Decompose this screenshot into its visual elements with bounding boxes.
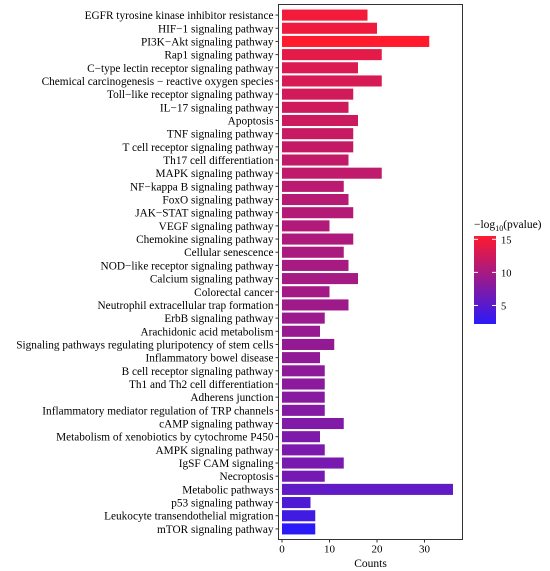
- bar: [282, 404, 325, 416]
- bar: [282, 75, 382, 87]
- category-label: IL−17 signaling pathway: [160, 102, 274, 114]
- category-label: FoxO signaling pathway: [162, 195, 273, 207]
- bar: [282, 483, 453, 495]
- category-label: C−type lectin receptor signaling pathway: [87, 63, 274, 75]
- category-label: Inflammatory mediator regulation of TRP …: [42, 405, 273, 417]
- bar: [282, 457, 344, 469]
- category-label: Toll−like receptor signaling pathway: [107, 89, 274, 101]
- colorbar-tick-label: 5: [501, 301, 506, 312]
- category-label: PI3K−Akt signaling pathway: [141, 36, 274, 48]
- x-axis: 0 10 20 30: [279, 539, 431, 556]
- category-label: Metabolism of xenobiotics by cytochrome …: [56, 432, 274, 444]
- bar: [282, 101, 349, 113]
- bar: [282, 207, 354, 219]
- category-label: Calcium signaling pathway: [150, 274, 274, 286]
- bar: [282, 325, 320, 337]
- category-label: cAMP signaling pathway: [159, 419, 274, 431]
- bar: [282, 510, 316, 522]
- category-label: Arachidonic acid metabolism: [140, 326, 273, 338]
- category-label: Inflammatory bowel disease: [146, 353, 274, 365]
- category-label: AMPK signaling pathway: [156, 445, 274, 457]
- bar: [282, 273, 358, 285]
- colorbar-gradient: [474, 236, 496, 324]
- category-label: ErbB signaling pathway: [164, 313, 274, 325]
- category-label: Colorectal cancer: [194, 287, 274, 299]
- category-label: EGFR tyrosine kinase inhibitor resistanc…: [85, 10, 274, 22]
- bar: [282, 9, 368, 21]
- bar: [282, 378, 325, 390]
- bar: [282, 220, 330, 232]
- x-tick-label: 20: [372, 544, 384, 556]
- category-label: mTOR signaling pathway: [157, 524, 274, 536]
- bar: [282, 417, 344, 430]
- bar: [282, 523, 316, 535]
- bar: [282, 470, 325, 482]
- bar: [282, 194, 349, 206]
- bar: [282, 62, 358, 74]
- plot-panel-border: [278, 4, 463, 540]
- bar: [282, 141, 354, 153]
- category-label: Metabolic pathways: [182, 484, 273, 496]
- bar: [282, 154, 349, 166]
- category-label: TNF signaling pathway: [167, 129, 274, 141]
- category-label: NOD−like receptor signaling pathway: [101, 260, 274, 272]
- bar: [282, 338, 335, 350]
- x-tick-label: 0: [279, 544, 285, 556]
- category-label: VEGF signaling pathway: [159, 221, 274, 233]
- bar: [282, 49, 382, 61]
- category-label: Chemical carcinogenesis − reactive oxyge…: [42, 76, 274, 88]
- bar: [282, 35, 430, 47]
- bar: [282, 233, 354, 245]
- x-tick-label: 30: [419, 544, 431, 556]
- bar: [282, 167, 382, 179]
- bar: [282, 114, 358, 127]
- category-label: Cellular senescence: [184, 247, 273, 259]
- bar: [282, 391, 325, 403]
- bar: [282, 180, 344, 192]
- category-label: Neutrophil extracellular trap formation: [98, 300, 274, 312]
- bar: [282, 299, 349, 311]
- category-label: Rap1 signaling pathway: [164, 50, 274, 62]
- colorbar-tick-label: 15: [501, 235, 512, 246]
- colorbar-tick-label: 10: [501, 268, 512, 279]
- category-label: Leukocyte transendothelial migration: [104, 511, 274, 523]
- bar: [282, 352, 320, 364]
- bar: [282, 88, 354, 100]
- bars-group: [282, 9, 453, 535]
- x-tick-label: 10: [324, 544, 336, 556]
- category-labels: EGFR tyrosine kinase inhibitor resistanc…: [16, 10, 279, 536]
- category-label: Th17 cell differentiation: [163, 155, 274, 167]
- category-label: Apoptosis: [228, 115, 274, 127]
- bar: [282, 286, 330, 298]
- category-label: Adherens junction: [190, 392, 273, 404]
- colorbar-legend: −log10(pvalue) 5 10 15: [474, 219, 542, 324]
- bar: [282, 497, 311, 509]
- category-label: NF−kappa B signaling pathway: [130, 181, 274, 193]
- bar: [282, 246, 344, 258]
- bar: [282, 22, 377, 34]
- bar: [282, 431, 320, 443]
- x-axis-title: Counts: [354, 558, 387, 570]
- category-label: T cell receptor signaling pathway: [123, 142, 274, 154]
- category-label: Chemokine signaling pathway: [136, 234, 274, 246]
- category-label: HIF−1 signaling pathway: [158, 23, 274, 35]
- bar: [282, 128, 354, 140]
- bar: [282, 444, 325, 456]
- category-label: B cell receptor signaling pathway: [122, 366, 274, 378]
- category-label: MAPK signaling pathway: [156, 168, 274, 180]
- category-label: Necroptosis: [220, 471, 274, 483]
- bar: [282, 365, 325, 377]
- colorbar-title: −log10(pvalue): [474, 219, 542, 233]
- category-label: Signaling pathways regulating pluripoten…: [16, 339, 273, 351]
- category-label: JAK−STAT signaling pathway: [135, 208, 274, 220]
- bar: [282, 259, 349, 271]
- category-label: IgSF CAM signaling: [179, 458, 274, 470]
- category-label: p53 signaling pathway: [171, 498, 274, 510]
- bar: [282, 312, 325, 324]
- category-label: Th1 and Th2 cell differentiation: [129, 379, 274, 391]
